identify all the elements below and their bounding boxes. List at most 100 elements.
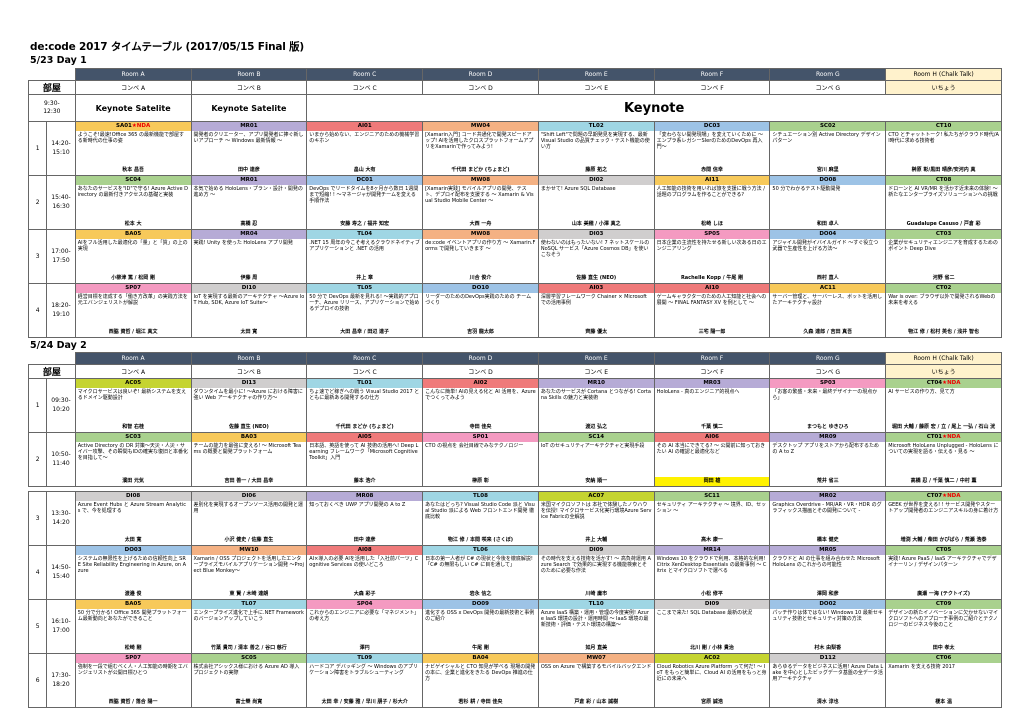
session-cell[interactable]: AI11 人工知能の技術を用いれば旅を支援に戦う方法 / 話題のプログラムを作るこ… [653, 175, 771, 230]
session-cell[interactable]: AI03 深層学習フレームワーク Chainer × Microsoft での活用… [537, 283, 655, 338]
session-cell[interactable]: DO04 アジャイル開発がイバイルガイド ～すぐ役立つ武器で生産性を上げる方法～ 西… [769, 229, 887, 284]
session-cell[interactable]: SP04 これからのエンジニアに必要な「マネジメント」の考え方 澤円 [306, 599, 424, 654]
session-cell[interactable]: SP07 経営目標を達成する「働き方改革」の実践方法を元エバンジェリストが解説 西脇… [74, 283, 192, 338]
session-cell[interactable]: DI09 その時代を支える技術を活かす! ～ 高負荷運用 Azure Search… [537, 545, 655, 600]
session-cell[interactable]: DI09 ここまで来た! SQL Database 最新の状況 北川 剛 / 小林 … [653, 599, 771, 654]
session-cell[interactable]: AC07 米国マイクロソフトは 本社で体験したノウハウを伝授! マイクロサービス化… [537, 491, 655, 546]
session-cell[interactable]: MR02 Graphics Overdrive - MR/AR・VR・HDR のグ… [769, 491, 887, 546]
session-speaker: 荒井 省三 [816, 478, 839, 484]
session-cell[interactable]: CT09 デザインの新たイノベーションに欠かせないマイクロソフトへのアプローチ事例… [885, 599, 1002, 654]
session-cell[interactable]: BA04 ナビゲイシャルと CTO 知見が学べる 現場の開発の本に、企業と進化をき… [422, 653, 539, 708]
session-speaker: 太田 幸 / 安藤 雅 / 早川 朋子 / 杉大介 [321, 699, 408, 705]
session-cell[interactable]: MW08 de:code イベントアプリの作り方 ～ Xamarin.Forms … [422, 229, 539, 284]
session-cell[interactable]: BA05 50 分で分かる! Office 365 開発プラットフォーム最新動向と… [74, 599, 192, 654]
session-cell[interactable]: MR05 クラウドと AI の仕事を組み合わせた Microsoft HoloLe… [769, 545, 887, 600]
session-cell[interactable]: MR08 知っておくべき UWP アプリ開発の A to Z 田中 達彦 [306, 491, 424, 546]
session-cell[interactable]: TL02 "Shift Left"で問題の早期発見を実現する、最新 Visual … [537, 121, 655, 176]
session-cell[interactable]: DI06 差別化を実現するオープンソース活用の開発と運用 小沢 健史 / 佐藤 直生 [190, 491, 308, 546]
session-cell[interactable]: CT06 Xamarin を支える技術 2017 榎本 温 [885, 653, 1002, 708]
session-cell[interactable]: TL06 日本の第一人者が C# の現状と今後を徹底解説! 「C# の無限もしい … [422, 545, 539, 600]
session-cell[interactable]: D112 あらゆるデータをビジネスに活用! Azure Data Lake を中心… [769, 653, 887, 708]
session-cell[interactable]: DO03 システムの無限性を上げるための信頼性向上 SRE Site Reliab… [74, 545, 192, 600]
session-title: 人工知能の技術を用いれば旅を支援に戦う方法 / 話題のプログラムを作ることができ… [656, 186, 765, 199]
session: DI08 Azure Event Hubs と Azure Stream Anal… [76, 492, 191, 545]
session-cell[interactable]: CT10 CTO とチャットトーク! 私たちがクラウド時代/AI時代に求める技術者… [885, 121, 1002, 176]
slot-time: 14:50- 15:40 [46, 545, 76, 600]
session-cell[interactable]: CT04★NDA AI サービスの作り方、見て方 堀田 大輔 / 藤原 宏 / 立 … [885, 378, 1002, 433]
session-cell[interactable]: MW08 [Xamarin実践] モバイルアプリの開発、テスト、デプロイ配布を支援… [422, 175, 539, 230]
session-cell[interactable]: TL08 あなたはどっち? Visual Studio Code 派と Visua… [422, 491, 539, 546]
session-cell[interactable]: TL09 ハードコア デバッギング ～ Windows のアプリケーション障害をト… [306, 653, 424, 708]
session-cell[interactable]: TL01 ちょ速でど稼ぎへの戦う Visual Studio 2017 とともに最… [306, 378, 424, 433]
session-cell[interactable]: TL04 .NET 15 周年の今こそ考えるクラウドネイティブ アプリケーションと… [306, 229, 424, 284]
session-cell[interactable]: SC11 セキュリティ アーキテクチャ ～ 境界、ID、セッション ～ 高木 康一 [653, 491, 771, 546]
session-code-text: CT04 [926, 380, 943, 386]
session-cell[interactable]: AI06 その AI 本当にできてる? ～ 公開前に知っておきたい AI の確認と… [653, 432, 771, 487]
session-cell[interactable]: AI02 こんなに簡単! AIの見える化と AI 活用を、Azure でつくってみ… [422, 378, 539, 433]
session-cell[interactable]: MR01 本気で始める HoloLens・プラン・設計・開発の進め方 ～ 高橋 忍 [190, 175, 308, 230]
session-cell[interactable]: CT05 実践! Azure PaaS / IaaS アーキテクチャでデザイナーリ… [885, 545, 1002, 600]
session: DI02 まかせて! Azure SQL Database 山本 美穂 / 小澤 真… [539, 176, 654, 229]
session-cell[interactable]: SC04 あなたのサービスを"ID"で守る! Azure Active Direc… [74, 175, 192, 230]
session-cell[interactable]: TL05 50 分で DevOps 最新を見れる! ～実践的アプローチ、Azure… [306, 283, 424, 338]
session-code: DC01 [307, 176, 422, 185]
session-code: SC03 [76, 433, 191, 442]
session-cell[interactable]: CT07★NDA GEEK が世界を変える! ! サービス開発やスタートアップ開発… [885, 491, 1002, 546]
session-code-text: DI02 [589, 177, 604, 183]
session-cell[interactable]: SC03 Active Directory の DR 対策～天災・人災・サイバー攻… [74, 432, 192, 487]
session-cell[interactable]: AI08 AI×導入の必要 AIを活用した「入社前パーツ」Cognitive Se… [306, 545, 424, 600]
session-cell[interactable]: MW04 [Xamarin入門] コード共通化で開発スピードアップ! AIを活用し… [422, 121, 539, 176]
session-code-text: DC01 [356, 177, 373, 183]
session-cell[interactable]: SP05 日本企業の主流性を持たせる新しい次ある日のエンジニアリング Rachell… [653, 229, 771, 284]
session-cell[interactable]: MW10 Xamarin / OSS プロジェクトを活用したエンタープライズモバイ… [190, 545, 308, 600]
session-cell[interactable]: DI02 まかせて! Azure SQL Database 山本 美穂 / 小澤 真… [537, 175, 655, 230]
session-code: BA04 [423, 654, 538, 663]
session-cell[interactable]: DO08 50 分でわかるテスト駆動開発 和田 卓人 [769, 175, 887, 230]
session-code-text: AI08 [357, 547, 372, 553]
session-cell[interactable]: AC05 マイクロサービスは良いぞ! 最新システムを支えるドメイン駆動設計 和智 右… [74, 378, 192, 433]
session-speaker: 小沢 健史 / 佐藤 直生 [224, 537, 274, 543]
session-cell[interactable]: SC05 株式会社アシックス様における Azure AD 導入プロジェクトの実際富… [190, 653, 308, 708]
session-cell[interactable]: CT08 ドローンと AI VR/MR を活かす近未来の体験! ～ 新たなエンター… [885, 175, 1002, 230]
session-cell[interactable]: MR09 デスクトップ アプリをストアから配布するための A to Z 荒井 省三 [769, 432, 887, 487]
session-cell[interactable]: AI05 日本語、英語を使って AI 技術の活用へ! Deep Learning … [306, 432, 424, 487]
session-cell[interactable]: TL10 Azure IaaS 構築・運用・管理の今度実例! Azure IaaS… [537, 599, 655, 654]
session-code: AI02 [423, 379, 538, 388]
session-cell[interactable]: MR03 HoloLens - 真のエンジニア的視点へ 千葉 慎二 [653, 378, 771, 433]
session-cell[interactable]: MR04 実践! Unity を使った HoloLens アプリ開発 伊藤 周 [190, 229, 308, 284]
session-cell[interactable]: SA01★NDA ようこそ!最速!Office 365 の最新機能で部屋する新時代… [74, 121, 192, 176]
session-cell[interactable]: DI10 IoT を実現する最新のアーキテクチャ ～Azure IoT Hub, … [190, 283, 308, 338]
session-cell[interactable]: MR10 あなたのサービスが Cortana とつながる! Cortana Ski… [537, 378, 655, 433]
session: AI06 その AI 本当にできてる? ～ 公開前に知っておきたい AI の確認と… [655, 433, 769, 486]
session-cell[interactable]: CT03 企業がセキュリティエンジニアを育成するためのポイント Deep Dive… [885, 229, 1002, 284]
session-cell[interactable]: AC02 Cloud Robotics Azure Platform って何だ! … [653, 653, 771, 708]
session-cell[interactable]: DI08 Azure Event Hubs と Azure Stream Anal… [74, 491, 192, 546]
session-cell[interactable]: SP07 強制を一段で組むべく人・人工知能の時期をエバンジェリストが公開日標ひとつ… [74, 653, 192, 708]
session-cell[interactable]: DI03 使わないのはもったいない! 7 ネットスケールの NoSQL サービス「… [537, 229, 655, 284]
session-cell[interactable]: DO10 リーダーのためのDevOps実践のための チームづくり 吉羽 龍太郎 [422, 283, 539, 338]
session-cell[interactable]: DO02 パッチ作りは体ではない! Windows 10 最新セキュリティ技術とセ… [769, 599, 887, 654]
session-code-text: TL10 [588, 601, 604, 607]
session-cell[interactable]: MR14 Windows 10 をクラウドで利用、本格的な利用! Citrix X… [653, 545, 771, 600]
session-cell[interactable]: DC01 DevOps でリードタイムを8ヶ月から数日 1週間まで短縮! ! ～マ… [306, 175, 424, 230]
session-cell[interactable]: SC14 IoT のセキュリティアーキテクチャと実現手段 安納 順一 [537, 432, 655, 487]
session-cell[interactable]: SP01 CTO の視点を 会社目線でみなテクノロジー 榊原 彰 [422, 432, 539, 487]
session: TL07 エンタープライズ進化で上手に.NET Framework のバージョンア… [191, 600, 306, 653]
session-cell[interactable]: CT01★NDA Microsoft HoloLens Unplugged - H… [885, 432, 1002, 487]
session-cell[interactable]: DI13 ダウンタイムを最小に! ～Azure における障害に強い Web アーキ… [190, 378, 308, 433]
session-cell[interactable]: CT02 War is over: ブラウザ以外で開発されるWebの未来を考える物… [885, 283, 1002, 338]
session-cell[interactable]: DC03 「変わらない開発現場」を変えていくために ～エンプラ系レガシーSIerの… [653, 121, 771, 176]
session-cell[interactable]: DO09 進化する OSS x DevOps 開発の最新技術と事例のご紹介 牛尾 剛 [422, 599, 539, 654]
session-cell[interactable]: BA05 AIをフル活用した最適化の「量」と「質」の上の実現 小柳津 篤 / 松岡 … [74, 229, 192, 284]
session-title: ここまで来た! SQL Database 最新の状況 [656, 610, 753, 616]
session-cell[interactable]: MR01 開発者のクリエーター、アプリ開発者に捧ぐ新しいアプローチ ～ Windo… [190, 121, 308, 176]
session-cell[interactable]: SC02 シチュエーション別 Active Directory デザインパターン宮… [769, 121, 887, 176]
session-title: 経営目標を達成する「働き方改革」の実践方法を元エバンジェリストが解説 [77, 294, 188, 307]
session-cell[interactable]: MW07 OSS on Azure で構築するモバイルバックエンド 戸倉 彩 / 山… [537, 653, 655, 708]
session-cell[interactable]: TL07 エンタープライズ進化で上手に.NET Framework のバージョンア… [190, 599, 308, 654]
session-cell[interactable]: BA03 チームの能力を最強に変える! ～ Microsoft Teams の概要… [190, 432, 308, 487]
session-cell[interactable]: AI01 いまから始めない、エンジニアのための機械学習のキホン 畠山 大有 [306, 121, 424, 176]
session-cell[interactable]: AC11 サーバー管理と、サーバーレス、ボットを活用したアーキテクチャ設計 久森 達… [769, 283, 887, 338]
session-cell[interactable]: AI10 ゲームキャラクターのための人工知能と社会への展開 ～ FINAL FAN… [653, 283, 771, 338]
session-cell[interactable]: SP03 「お客の繁盛・未来・最終デザイナーの現点から」 まつもと ゆきひろ [769, 378, 887, 433]
